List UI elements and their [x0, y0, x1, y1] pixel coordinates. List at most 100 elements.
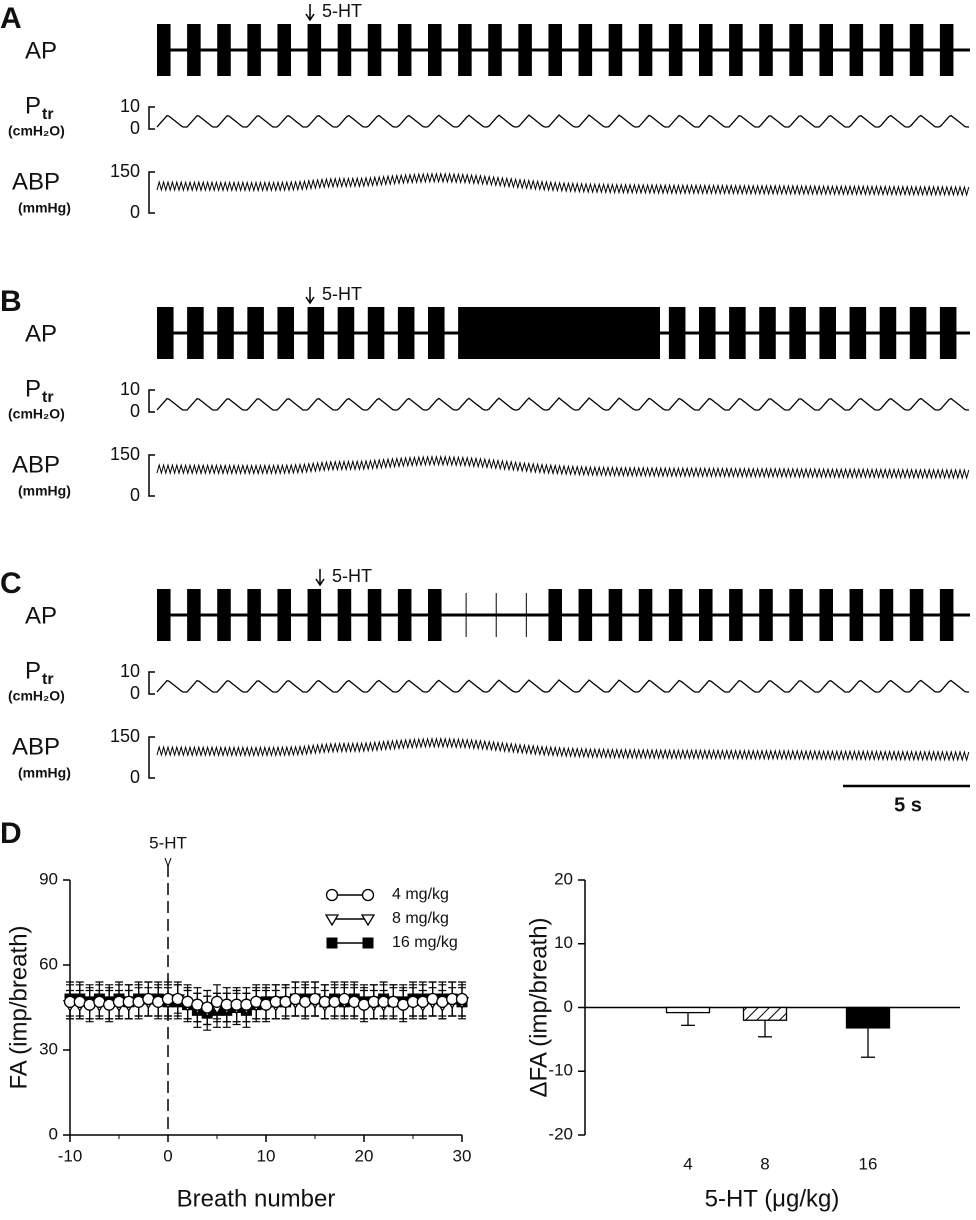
error-cap: [66, 984, 74, 1020]
ap-burst: [939, 24, 954, 76]
trace-label: AP: [25, 602, 57, 629]
trace-unit: (cmH₂O): [8, 406, 65, 422]
ap-burst: [789, 307, 806, 359]
ap-burst: [307, 24, 322, 76]
error-cap: [389, 984, 398, 1020]
error-cap: [164, 981, 172, 1017]
ap-burst: [187, 307, 204, 359]
ap-burst: [578, 24, 593, 76]
ap-burst: [548, 24, 562, 76]
ap-burst: [668, 24, 683, 76]
ap-burst: [638, 24, 653, 76]
error-cap: [281, 984, 290, 1020]
ap-burst: [819, 307, 837, 359]
ap-burst: [909, 307, 927, 359]
legend-symbol: [361, 888, 375, 902]
error-cap: [115, 984, 123, 1020]
ap-burst: [608, 24, 623, 76]
ap-burst: [699, 24, 713, 76]
ap-burst: [789, 24, 803, 76]
error-cap: [301, 984, 310, 1020]
y-axis-label: ΔFA (imp/breath): [525, 917, 552, 1097]
injection-marker: 5-HT: [322, 284, 362, 304]
ptr-trace: [156, 397, 969, 411]
error-cap: [350, 984, 359, 1020]
y-tick-label: 10: [554, 933, 573, 952]
error-cap: [369, 984, 378, 1020]
ap-burst: [578, 589, 593, 641]
error-cap: [311, 981, 319, 1017]
ap-burst: [668, 307, 686, 359]
legend-symbol: [326, 937, 338, 949]
error-cap: [134, 984, 143, 1020]
arrow: [305, 4, 315, 22]
x-axis-label: Breath number: [177, 1185, 336, 1212]
scale-bracket: [148, 389, 155, 413]
x-tick-label: 8: [760, 1154, 769, 1173]
ap-burst: [428, 307, 445, 359]
trace-label: ABP: [12, 733, 60, 760]
scale-tick-label: 0: [130, 202, 140, 222]
panel-label: A: [0, 2, 22, 35]
error-cap: [418, 984, 427, 1020]
scale-bar-label: 5 s: [894, 794, 922, 816]
ap-burst: [397, 307, 415, 359]
scale-tick-label: 150: [110, 444, 140, 464]
ap-burst: [247, 24, 261, 76]
scale-tick-label: 10: [120, 661, 140, 681]
error-cap: [262, 987, 270, 1023]
ap-burst: [247, 589, 261, 641]
trace-label-sub: tr: [42, 389, 54, 406]
scale-bracket: [148, 671, 155, 695]
x-tick-label: 16: [859, 1154, 878, 1173]
data-point: [455, 992, 469, 1006]
trace-unit: (mmHg): [18, 765, 71, 781]
scale-tick-label: 0: [130, 401, 140, 421]
ap-burst: [187, 589, 201, 641]
ap-burst: [939, 307, 957, 359]
scale-tick-label: 150: [110, 161, 140, 181]
y-tick-label: 0: [49, 1124, 58, 1143]
ap-burst: [337, 307, 355, 359]
ap-burst: [337, 24, 352, 76]
trace-label: AP: [25, 320, 57, 347]
ap-burst: [909, 24, 924, 76]
ap-burst: [699, 589, 713, 641]
ap-burst: [608, 589, 623, 641]
ap-burst: [879, 589, 894, 641]
ap-burst: [759, 589, 773, 641]
x-tick-label: 30: [453, 1146, 472, 1165]
panel-label: B: [0, 285, 22, 318]
injection-marker: 5-HT: [322, 1, 362, 21]
ap-burst: [789, 589, 803, 641]
error-cap: [173, 981, 182, 1017]
error-cap: [183, 984, 192, 1020]
error-cap: [438, 984, 447, 1020]
error-cap: [458, 981, 466, 1017]
error-cap: [379, 984, 388, 1020]
trace-label: ABP: [12, 168, 60, 195]
ap-burst: [879, 24, 894, 76]
x-tick-label: 10: [257, 1146, 276, 1165]
y-tick-label: -10: [548, 1061, 573, 1080]
annotation-arrow: [164, 857, 172, 868]
ap-burst: [307, 589, 322, 641]
ptr-trace: [156, 114, 969, 128]
ap-burst: [909, 589, 924, 641]
y-tick-label: 20: [554, 869, 573, 888]
error-cap: [203, 989, 212, 1026]
ap-burst: [759, 24, 773, 76]
x-tick-label: 0: [163, 1146, 172, 1165]
bar: [665, 1006, 711, 1014]
error-cap: [95, 984, 104, 1020]
ap-burst: [157, 307, 174, 359]
ap-burst: [367, 24, 382, 76]
ap-burst: [729, 24, 743, 76]
error-cap: [252, 984, 261, 1020]
error-cap: [360, 987, 368, 1023]
error-cap: [291, 981, 300, 1017]
ap-burst: [217, 307, 234, 359]
